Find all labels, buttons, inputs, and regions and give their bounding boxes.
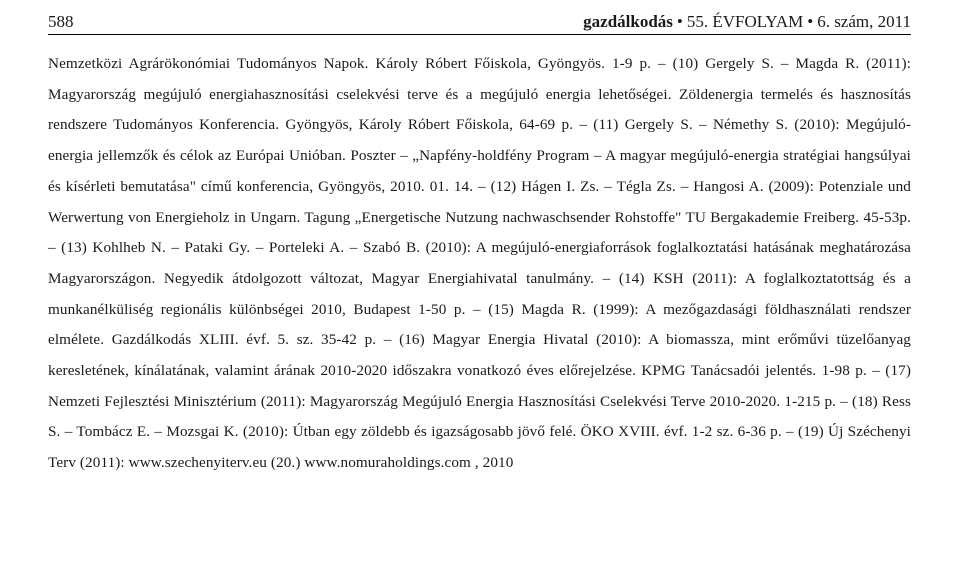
journal-volume-suffix: ÉVFOLYAM bbox=[712, 12, 803, 31]
journal-issue-suffix: szám, 2011 bbox=[834, 12, 911, 31]
journal-name: gazdálkodás bbox=[583, 12, 673, 31]
dot-separator: • bbox=[807, 12, 813, 31]
journal-issue: 6. bbox=[817, 12, 830, 31]
journal-volume: 55. bbox=[687, 12, 708, 31]
page-number: 588 bbox=[48, 12, 74, 32]
references-body: Nemzetközi Agrárökonómiai Tudományos Nap… bbox=[48, 49, 911, 479]
journal-citation: gazdálkodás•55. ÉVFOLYAM•6. szám, 2011 bbox=[583, 12, 911, 32]
running-header: 588 gazdálkodás•55. ÉVFOLYAM•6. szám, 20… bbox=[48, 12, 911, 35]
dot-separator: • bbox=[677, 12, 683, 31]
document-page: 588 gazdálkodás•55. ÉVFOLYAM•6. szám, 20… bbox=[0, 0, 959, 479]
